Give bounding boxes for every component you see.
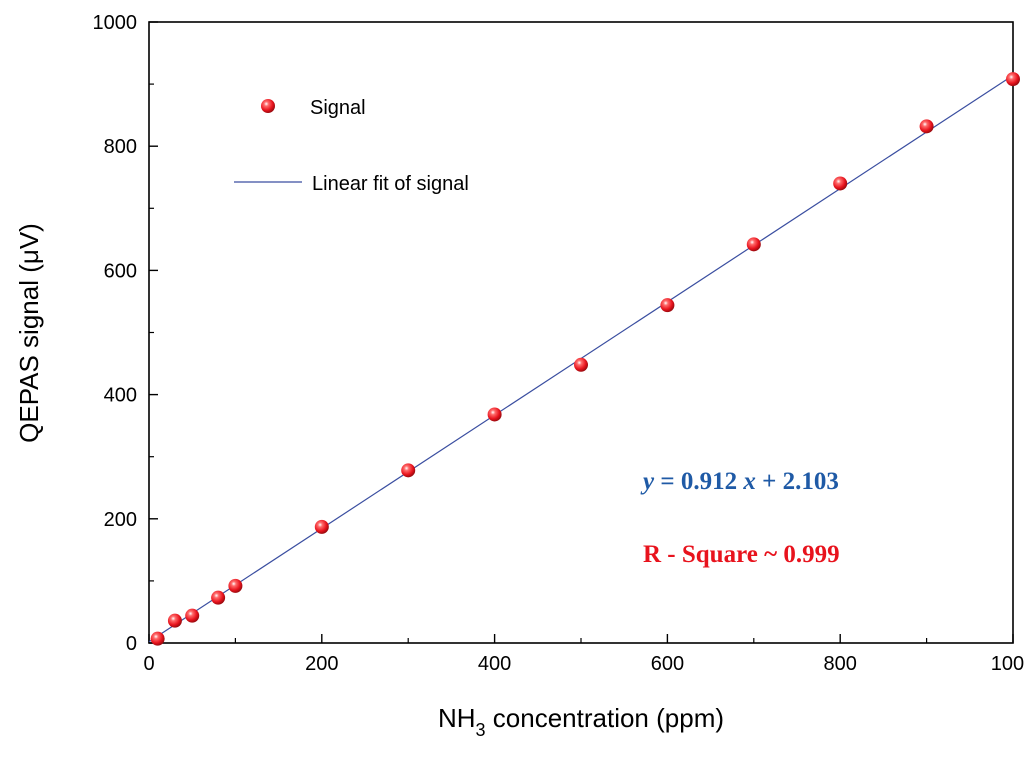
legend-signal-label: Signal	[310, 97, 366, 119]
x-axis-title: NH3 concentration (ppm)	[438, 703, 724, 740]
x-tick-label: 0	[143, 653, 154, 675]
x-axis-title-main: NH	[438, 703, 476, 733]
signal-point	[919, 119, 934, 134]
x-tick-label: 400	[478, 653, 511, 675]
signal-point	[211, 590, 226, 605]
y-tick-label: 200	[104, 509, 137, 531]
x-tick-label: 1000	[991, 653, 1024, 675]
signal-point	[660, 298, 675, 313]
signal-point	[487, 407, 502, 422]
signal-point	[314, 519, 329, 534]
equation-y: y	[640, 468, 655, 495]
legend: Signal Linear fit of signal	[234, 97, 469, 195]
y-tick-label: 600	[104, 260, 137, 282]
x-tick-label: 800	[824, 653, 857, 675]
y-tick-label: 0	[126, 633, 137, 655]
signal-point	[746, 237, 761, 252]
signal-point	[185, 608, 200, 623]
legend-fit-label: Linear fit of signal	[312, 173, 469, 195]
y-tick-label: 800	[104, 136, 137, 158]
signal-point	[167, 613, 182, 628]
signal-point	[228, 578, 243, 593]
signal-point	[150, 631, 165, 646]
signal-points	[150, 72, 1020, 646]
equation-annotation: y = 0.912 x + 2.103	[640, 468, 839, 495]
x-axis-title-rest: concentration (ppm)	[486, 703, 724, 733]
signal-point	[833, 176, 848, 191]
axis-tick-labels: 0 200 400 600 800 1000 0 200 400 600 800 1000	[93, 12, 1024, 675]
x-axis-title-subscript: 3	[476, 720, 486, 740]
signal-point	[401, 463, 416, 478]
equation-x: x	[742, 468, 756, 495]
signal-point	[1006, 72, 1020, 87]
equation-end: + 2.103	[756, 468, 839, 495]
y-axis-title: QEPAS signal (μV)	[14, 223, 44, 443]
y-tick-label: 400	[104, 385, 137, 407]
plot-frame	[148, 21, 1014, 644]
y-tick-label: 1000	[93, 12, 138, 34]
x-tick-label: 200	[305, 653, 338, 675]
axis-ticks	[148, 21, 1014, 644]
x-tick-label: 600	[651, 653, 684, 675]
r-square-annotation: R - Square ~ 0.999	[643, 541, 840, 568]
legend-signal-marker	[261, 99, 275, 113]
signal-point	[574, 357, 588, 372]
equation-mid: = 0.912	[654, 468, 743, 495]
